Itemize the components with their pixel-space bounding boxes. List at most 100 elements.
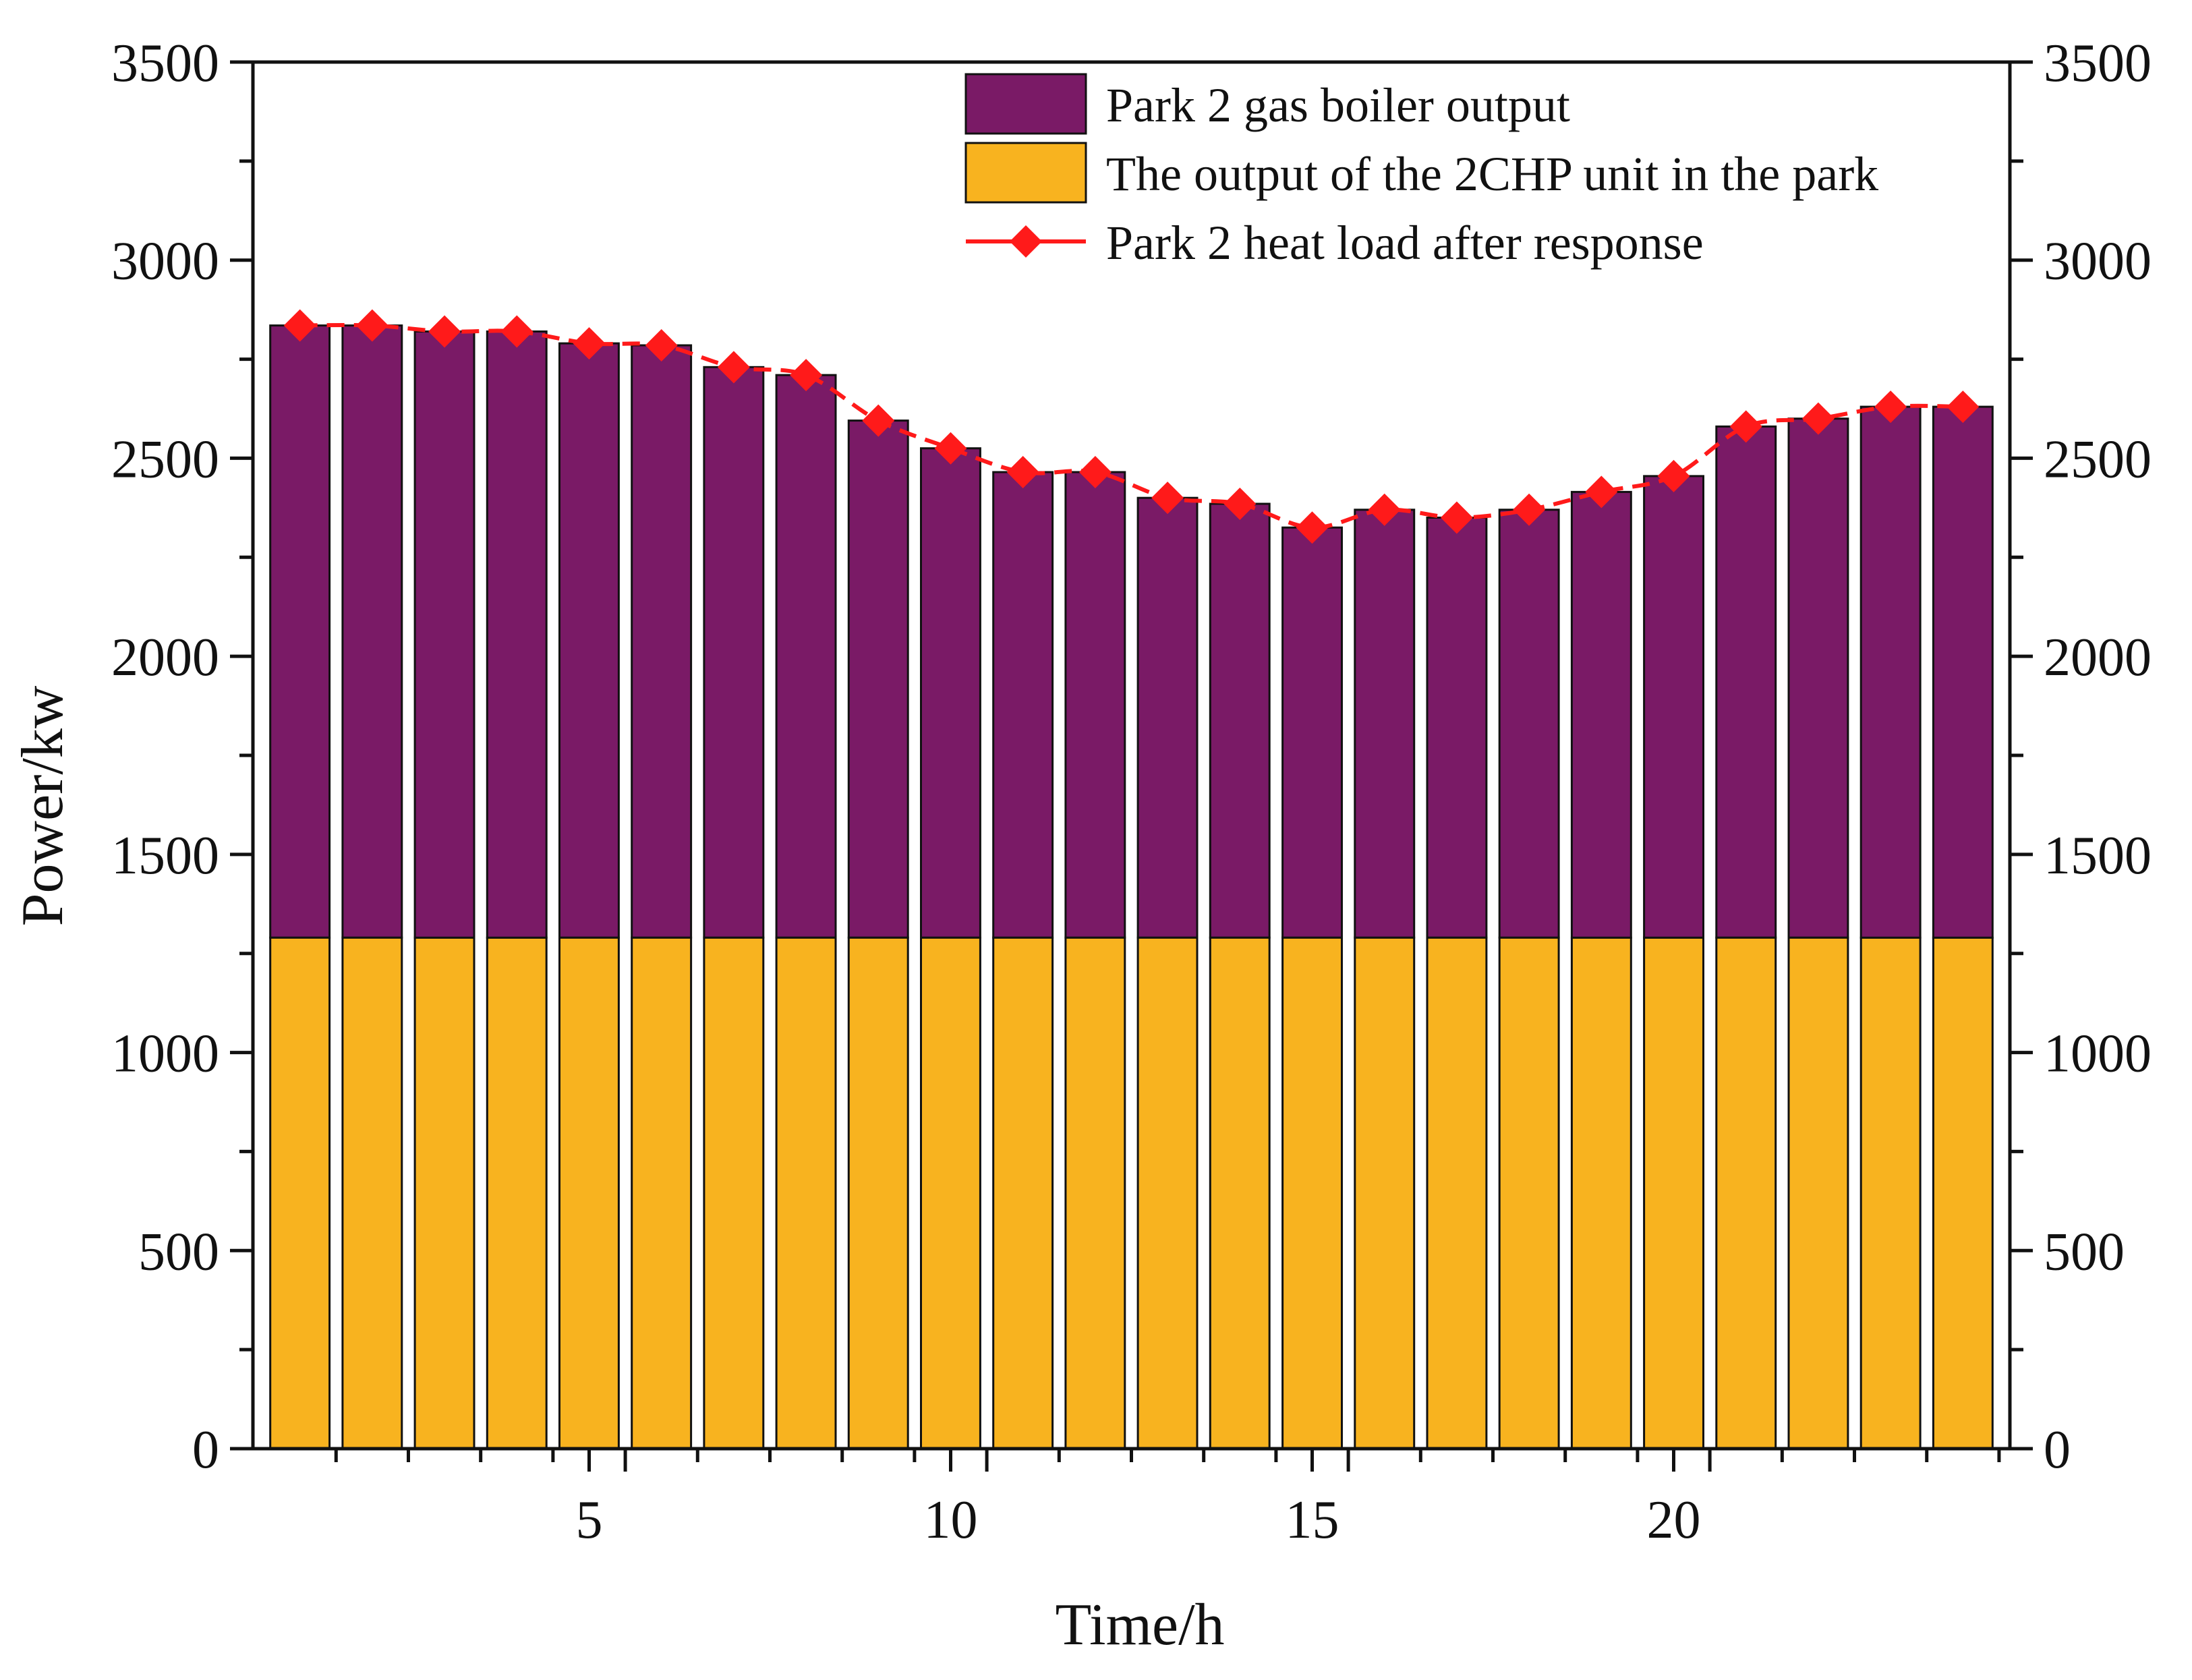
bar-boiler-4: [486, 330, 548, 939]
bar-chp-8: [775, 936, 837, 1450]
heat-load-point-7: [717, 351, 750, 384]
bar-boiler-21: [1715, 425, 1777, 939]
bar-chp-7: [703, 936, 765, 1450]
y-tick-label: 1500: [111, 826, 219, 886]
legend-swatch-boiler: [964, 73, 1087, 135]
heat-load-point-8: [790, 359, 823, 392]
bar-chp-1: [269, 936, 331, 1450]
y-tick-label: 500: [138, 1222, 219, 1281]
bar-chp-3: [413, 936, 475, 1450]
bar-chp-18: [1498, 936, 1560, 1450]
bar-boiler-1: [269, 324, 331, 939]
bar-chp-13: [1136, 936, 1199, 1450]
bar-chp-23: [1859, 936, 1922, 1450]
heat-load-point-14: [1223, 487, 1257, 520]
y2-tick-label: 1000: [2044, 1024, 2152, 1084]
bar-boiler-13: [1136, 496, 1199, 939]
bar-boiler-5: [558, 342, 620, 939]
bars-layer: [269, 324, 1994, 1450]
legend-swatch-marker: [1010, 225, 1042, 258]
bar-chp-21: [1715, 936, 1777, 1450]
heat-load-point-16: [1368, 493, 1401, 526]
y-tick-label: 0: [192, 1420, 219, 1480]
y2-tick-label: 1500: [2044, 826, 2152, 886]
heat-load-line: [299, 322, 1963, 530]
legend-label: Park 2 gas boiler output: [1106, 78, 1570, 132]
bar-boiler-9: [847, 419, 909, 939]
bar-boiler-7: [703, 366, 765, 939]
y2-tick-label: 2000: [2044, 628, 2152, 687]
bar-boiler-15: [1281, 526, 1343, 939]
bar-chp-10: [920, 936, 981, 1450]
bar-boiler-23: [1859, 405, 1922, 939]
legend: Park 2 gas boiler output The output of th…: [964, 73, 1878, 270]
bar-boiler-10: [920, 447, 981, 939]
bar-chp-17: [1426, 936, 1488, 1450]
y-tick-label: 3000: [111, 232, 219, 291]
heat-load-point-4: [500, 315, 533, 348]
heat-load-point-20: [1657, 459, 1690, 492]
y-tick-label: 1000: [111, 1024, 219, 1084]
heat-load-point-19: [1585, 475, 1618, 509]
bar-chp-20: [1643, 936, 1705, 1450]
bar-boiler-18: [1498, 509, 1560, 939]
bar-chp-11: [992, 936, 1054, 1450]
heat-load-point-13: [1151, 482, 1184, 515]
bar-boiler-12: [1064, 471, 1126, 939]
bar-boiler-19: [1570, 490, 1632, 939]
y-tick-label: 2500: [111, 430, 219, 489]
bar-chp-24: [1932, 936, 1994, 1450]
bar-chp-6: [631, 936, 693, 1450]
legend-label: The output of the 2CHP unit in the park: [1106, 147, 1878, 201]
heat-load-point-10: [934, 432, 967, 465]
heat-load-point-22: [1801, 402, 1835, 435]
heat-load-point-11: [1006, 455, 1039, 488]
y2-tick-label: 3500: [2044, 34, 2152, 93]
heat-load-point-15: [1296, 511, 1329, 544]
line-layer: [283, 309, 1980, 544]
bar-boiler-6: [631, 344, 693, 939]
y-tick-label: 3500: [111, 34, 219, 93]
x-tick-label: 5: [575, 1490, 602, 1550]
y-tick-label: 2000: [111, 628, 219, 687]
heat-load-point-12: [1078, 455, 1112, 488]
heat-load-point-17: [1440, 501, 1473, 534]
heat-load-point-6: [645, 329, 678, 362]
bar-chp-4: [486, 936, 548, 1450]
heat-load-point-18: [1513, 493, 1546, 526]
bar-chp-2: [341, 936, 403, 1450]
bar-boiler-8: [775, 374, 837, 939]
bar-chp-9: [847, 936, 909, 1450]
bar-chp-12: [1064, 936, 1126, 1450]
bar-boiler-22: [1787, 417, 1849, 939]
heat-load-point-24: [1946, 390, 1980, 424]
bar-chp-19: [1570, 936, 1632, 1450]
legend-label: Park 2 heat load after response: [1106, 216, 1704, 270]
bar-chp-16: [1354, 936, 1416, 1450]
x-tick-label: 20: [1647, 1490, 1701, 1550]
heat-load-point-3: [428, 315, 461, 348]
bar-boiler-24: [1932, 405, 1994, 939]
bar-boiler-16: [1354, 509, 1416, 939]
y-axis-label: Power/kw: [10, 685, 76, 926]
y2-tick-label: 500: [2044, 1222, 2125, 1281]
y2-tick-label: 3000: [2044, 232, 2152, 291]
bar-boiler-17: [1426, 517, 1488, 939]
bar-boiler-2: [341, 324, 403, 939]
x-axis-label: Time/h: [1055, 1592, 1224, 1658]
bar-chp-15: [1281, 936, 1343, 1450]
bar-chp-5: [558, 936, 620, 1450]
heat-load-point-1: [283, 309, 316, 342]
legend-swatch-chp: [964, 142, 1087, 204]
heat-load-point-21: [1729, 410, 1762, 443]
y2-tick-label: 0: [2044, 1420, 2071, 1480]
x-tick-label: 10: [923, 1490, 977, 1550]
heat-load-point-9: [862, 404, 895, 437]
axes-layer: 0 500 1000 1500 2000 2500 3000 3500 0 500 1000 1500…: [111, 34, 2152, 1550]
bar-boiler-14: [1209, 502, 1271, 939]
bar-chp-22: [1787, 936, 1849, 1450]
heat-load-point-5: [573, 327, 606, 360]
bar-boiler-11: [992, 471, 1054, 939]
